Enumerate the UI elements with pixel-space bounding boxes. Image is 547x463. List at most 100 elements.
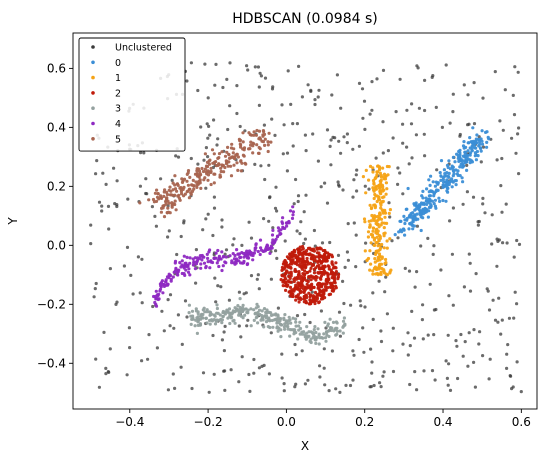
- data-point: [451, 303, 455, 307]
- data-point: [481, 96, 485, 100]
- data-point: [370, 108, 374, 112]
- data-point: [304, 252, 308, 256]
- data-point: [245, 249, 249, 253]
- data-point: [255, 143, 259, 147]
- data-point: [435, 188, 439, 192]
- series-cluster-2: [279, 244, 341, 306]
- data-point: [283, 275, 287, 279]
- data-point: [273, 133, 277, 137]
- data-point: [403, 221, 407, 226]
- data-point: [223, 324, 227, 328]
- data-point: [333, 136, 337, 140]
- data-point: [180, 342, 184, 346]
- data-point: [306, 279, 310, 284]
- data-point: [251, 258, 255, 262]
- data-point: [258, 238, 263, 242]
- data-point: [180, 192, 184, 196]
- y-tick: 0.2: [47, 179, 73, 193]
- data-point: [230, 142, 234, 146]
- data-point: [150, 205, 154, 209]
- data-point: [338, 329, 342, 333]
- data-point: [297, 271, 301, 275]
- data-point: [193, 267, 197, 271]
- data-point: [339, 151, 343, 155]
- data-point: [378, 248, 382, 252]
- data-point: [286, 69, 290, 73]
- data-point: [341, 188, 345, 192]
- data-point: [417, 205, 421, 209]
- legend-frame: [78, 37, 186, 152]
- data-point: [427, 190, 431, 194]
- data-point: [162, 194, 166, 198]
- data-point: [194, 248, 198, 252]
- data-point: [207, 170, 211, 174]
- data-point: [379, 329, 383, 333]
- data-point: [382, 226, 386, 230]
- data-point: [432, 202, 436, 206]
- data-point: [282, 318, 286, 322]
- data-point: [151, 304, 155, 309]
- data-point: [501, 241, 505, 245]
- data-point: [217, 264, 221, 269]
- data-point: [481, 145, 486, 149]
- data-point: [500, 156, 504, 161]
- data-point: [314, 266, 318, 270]
- data-point: [292, 202, 296, 206]
- data-point: [154, 289, 158, 293]
- data-point: [318, 266, 322, 270]
- data-point: [196, 162, 200, 166]
- data-point: [226, 127, 230, 132]
- data-point: [287, 274, 291, 279]
- data-point: [398, 77, 402, 81]
- data-point: [165, 282, 169, 286]
- legend-label: 2: [115, 88, 121, 99]
- data-point: [188, 273, 192, 277]
- data-point: [235, 84, 239, 88]
- data-point: [282, 325, 286, 329]
- data-point: [286, 265, 291, 269]
- data-point: [175, 189, 179, 193]
- data-point: [322, 254, 326, 258]
- data-point: [303, 133, 307, 137]
- data-point: [411, 227, 415, 231]
- data-point: [512, 113, 517, 117]
- data-point: [413, 285, 417, 289]
- data-point: [402, 228, 406, 232]
- data-point: [290, 262, 294, 266]
- data-point: [212, 195, 216, 199]
- data-point: [385, 246, 389, 250]
- data-point: [296, 281, 300, 285]
- data-point: [213, 314, 217, 318]
- data-point: [415, 270, 419, 274]
- data-point: [282, 389, 286, 393]
- data-point: [249, 274, 254, 278]
- data-point: [418, 210, 422, 214]
- data-point: [115, 179, 119, 183]
- data-point: [220, 150, 224, 154]
- data-point: [221, 85, 225, 90]
- data-point: [189, 156, 193, 161]
- data-point: [220, 318, 224, 322]
- data-point: [343, 322, 347, 326]
- data-point: [215, 311, 219, 315]
- data-point: [292, 328, 296, 332]
- data-point: [293, 342, 297, 347]
- data-point: [464, 145, 468, 149]
- data-point: [202, 306, 206, 310]
- data-point: [378, 201, 383, 205]
- data-point: [239, 159, 243, 163]
- data-point: [173, 187, 178, 191]
- data-point: [411, 218, 415, 223]
- data-point: [330, 261, 334, 265]
- x-tick-label: 0.4: [433, 415, 452, 429]
- data-point: [363, 305, 367, 309]
- data-point: [232, 261, 236, 265]
- data-point: [335, 321, 339, 325]
- data-point: [391, 369, 396, 374]
- data-point: [437, 196, 441, 200]
- data-point: [479, 160, 483, 164]
- data-point: [384, 275, 388, 279]
- data-point: [325, 201, 330, 205]
- data-point: [211, 333, 215, 338]
- data-point: [258, 252, 262, 257]
